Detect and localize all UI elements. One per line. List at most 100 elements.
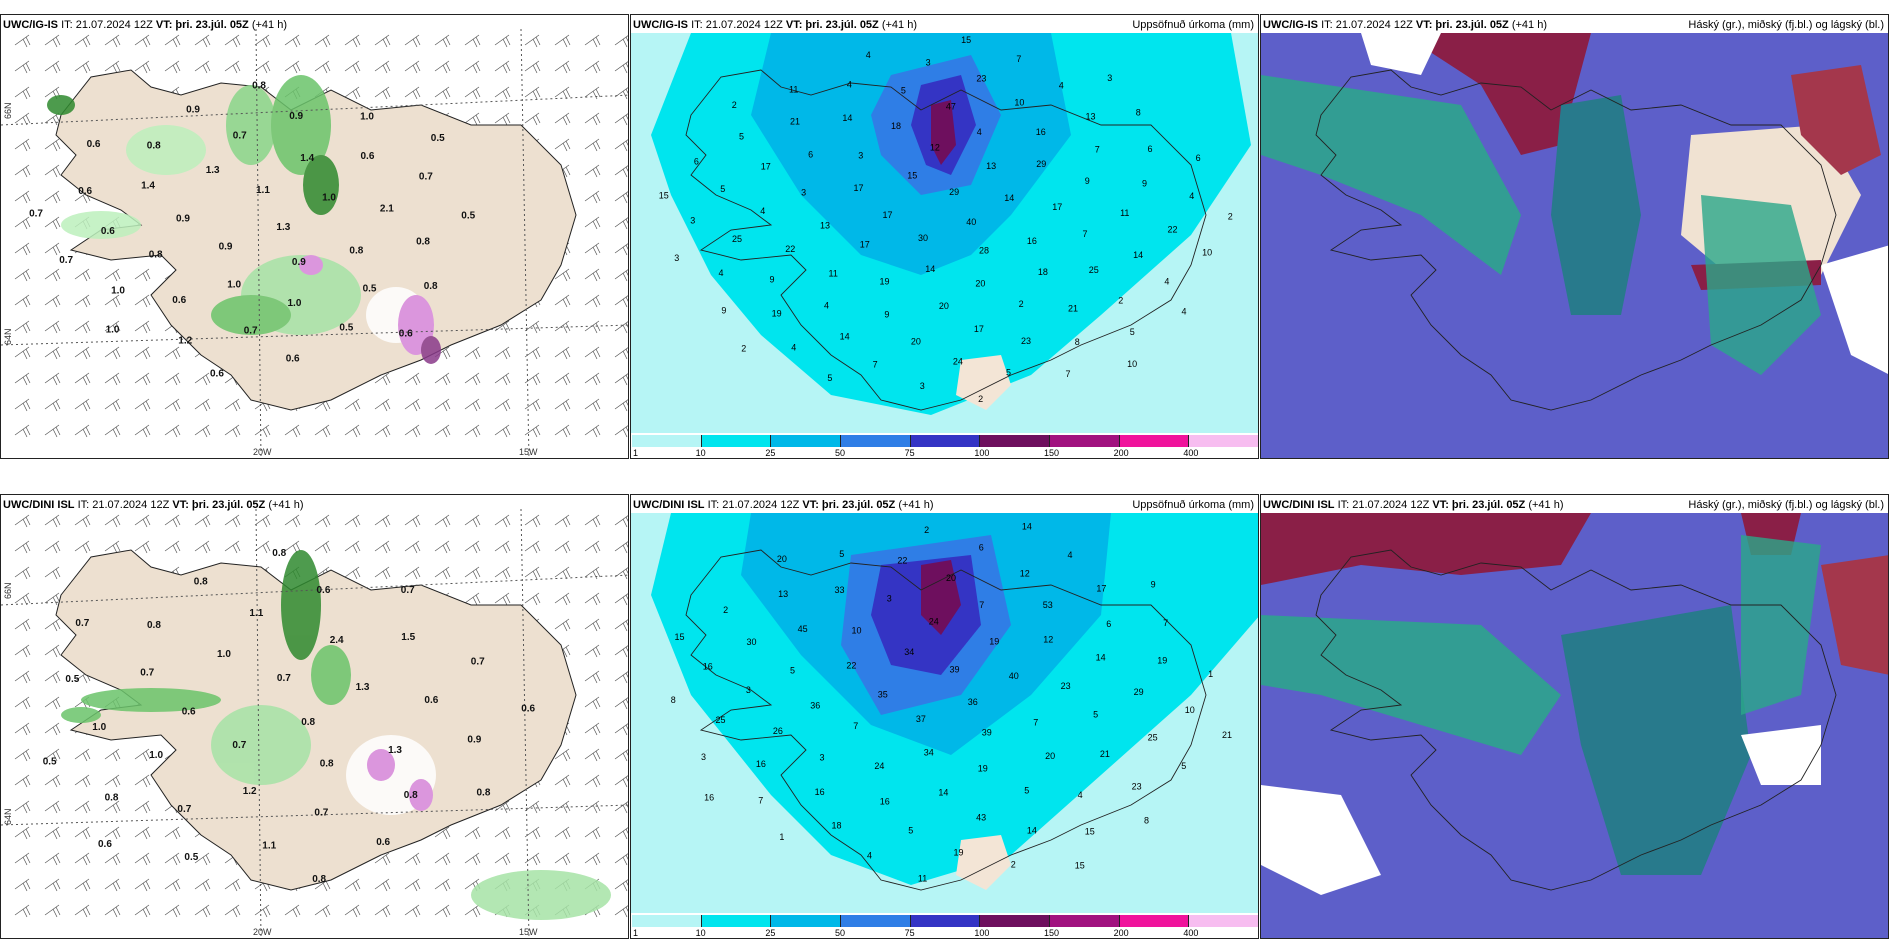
wind-barb <box>404 424 421 438</box>
colorbar-tick: 25 <box>765 928 776 938</box>
colorbar-swatch <box>1050 435 1120 447</box>
wind-barb <box>134 34 151 48</box>
wind-barb <box>14 112 31 126</box>
value-label: 20 <box>939 301 949 311</box>
value-label: 4 <box>719 268 724 278</box>
wind-barb <box>44 60 61 74</box>
wind-barb <box>494 346 511 360</box>
wind-barb <box>584 852 601 866</box>
value-label: 22 <box>846 661 856 671</box>
valid-time: VT: þri. 23.júl. 05Z <box>785 19 879 31</box>
iceland-outline <box>685 549 1207 891</box>
wind-barb <box>584 566 601 580</box>
value-label: 17 <box>854 183 864 193</box>
wind-barb <box>164 540 181 554</box>
value-label: 22 <box>785 244 795 254</box>
value-label: 1 <box>779 832 784 842</box>
wind-barb <box>464 372 481 386</box>
wind-barb <box>404 514 421 528</box>
value-label: 1.0 <box>149 750 163 761</box>
value-label: 0.7 <box>401 585 415 596</box>
clear-se <box>1741 725 1821 785</box>
mid-cloud-east <box>1741 535 1821 715</box>
wind-barb <box>524 398 541 412</box>
value-label: 10 <box>1202 248 1212 258</box>
value-label: 3 <box>674 253 679 263</box>
value-label: 1.2 <box>243 786 257 797</box>
wind-barb <box>134 424 151 438</box>
wind-barb <box>104 268 121 282</box>
value-label: 18 <box>1038 267 1048 277</box>
value-label: 0.5 <box>43 756 57 767</box>
colorbar-swatch <box>910 915 981 927</box>
lead-time: (+41 h) <box>1511 19 1548 31</box>
wind-barb <box>554 320 571 334</box>
value-label: 1.0 <box>92 722 106 733</box>
value-label: 13 <box>986 161 996 171</box>
wind-barb <box>344 878 361 892</box>
field-title: Uppsöfnuð úrkoma (mm) <box>1132 19 1254 31</box>
wind-barb <box>194 514 211 528</box>
value-label: 40 <box>966 217 976 227</box>
lat-label-64n: 64N <box>3 328 13 345</box>
value-label: 0.9 <box>467 734 481 745</box>
value-label: 7 <box>1083 229 1088 239</box>
value-label: 10 <box>1127 359 1137 369</box>
model-name: UWC/DINI ISL <box>1263 499 1335 511</box>
wind-barb <box>554 514 571 528</box>
wind-barb <box>14 164 31 178</box>
wind-barb <box>284 424 301 438</box>
value-label: 16 <box>1036 127 1046 137</box>
precip-100-150 <box>931 100 956 165</box>
value-label: 7 <box>979 600 984 610</box>
value-label: 2 <box>924 525 929 535</box>
wind-barb <box>44 424 61 438</box>
value-label: 12 <box>1020 568 1030 578</box>
clear-sw <box>1261 785 1381 895</box>
wind-barb <box>584 216 601 230</box>
wind-barb <box>74 320 91 334</box>
wind-barb <box>14 904 31 918</box>
wind-barb <box>524 112 541 126</box>
wind-barb <box>194 372 211 386</box>
panel-clouds-igis: UWC/IG-IS IT: 21.07.2024 12Z VT: þri. 23… <box>1260 14 1889 459</box>
precip-labels: 1.3 0.9 1.1 0.9 0.9 1.0 1.0 1.3 0.8 0.8 1.4 1.0 1.4 2… <box>29 81 476 380</box>
wind-barb <box>614 61 628 74</box>
wind-barb <box>554 774 571 788</box>
wind-barb <box>314 514 331 528</box>
value-label: 24 <box>874 761 884 771</box>
model-name: UWC/IG-IS <box>3 19 58 31</box>
value-label: 0.9 <box>292 257 306 268</box>
wind-barb <box>374 424 391 438</box>
wind-barb <box>134 540 151 554</box>
wind-barb <box>44 774 61 788</box>
value-label: 15 <box>659 191 669 201</box>
value-label: 7 <box>1163 618 1168 628</box>
wind-barb <box>584 826 601 840</box>
value-label: 1.2 <box>178 335 192 346</box>
wind-barb <box>224 540 241 554</box>
value-label: 14 <box>1004 193 1014 203</box>
wind-barb <box>524 346 541 360</box>
lat-label-66n: 66N <box>3 582 13 599</box>
value-label: 0.5 <box>461 211 475 222</box>
mid-cloud-core <box>1551 95 1641 315</box>
wind-barb <box>524 60 541 74</box>
wind-barb <box>374 372 391 386</box>
wind-barb <box>44 346 61 360</box>
wind-barb <box>434 424 451 438</box>
wind-barb <box>614 243 628 256</box>
wind-barb <box>404 566 421 580</box>
value-label: 4 <box>1164 276 1169 286</box>
value-label: 2 <box>978 394 983 404</box>
wind-barb <box>584 748 601 762</box>
value-label: 0.9 <box>176 213 190 224</box>
wind-barb <box>104 372 121 386</box>
high-cloud-right <box>1821 555 1888 675</box>
wind-barb <box>404 60 421 74</box>
value-label: 4 <box>1068 550 1073 560</box>
wind-barb <box>584 372 601 386</box>
value-label: 20 <box>1045 751 1055 761</box>
value-label: 37 <box>916 714 926 724</box>
value-label: 12 <box>1043 635 1053 645</box>
